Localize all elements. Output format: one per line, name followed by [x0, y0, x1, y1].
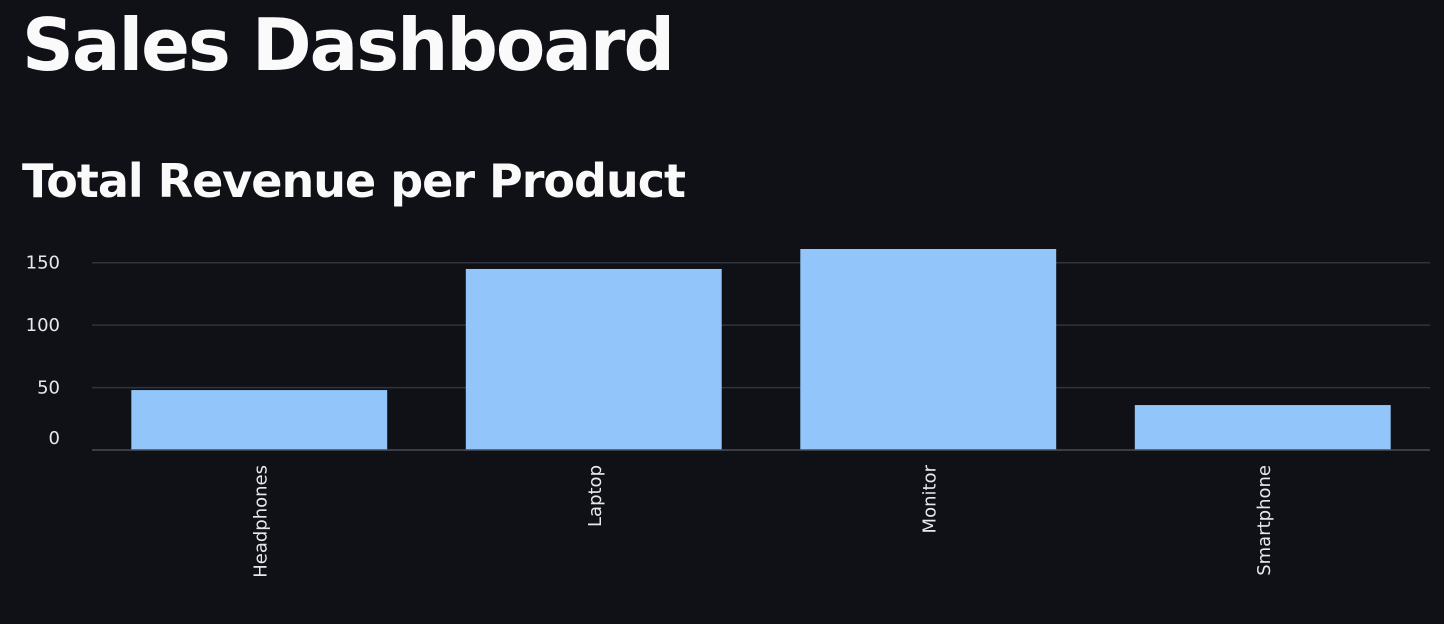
y-tick-label: 0 [49, 428, 60, 449]
x-tick-label: Headphones [250, 465, 271, 578]
bar [800, 249, 1057, 450]
bar [131, 390, 388, 450]
chart-gridlines [92, 261, 1430, 389]
x-tick-label: Laptop [585, 465, 606, 527]
y-tick-label: 150 [26, 253, 60, 274]
x-tick-label: Monitor [919, 464, 940, 533]
x-tick-label: Smartphone [1254, 465, 1275, 576]
y-tick-label: 50 [37, 378, 60, 399]
y-tick-label: 100 [26, 315, 60, 336]
bar [1134, 405, 1391, 450]
y-axis-ticks: 0 50 100 150 [26, 253, 60, 449]
bar [465, 268, 722, 450]
x-axis-ticks: Headphones Laptop Monitor Smartphone [250, 464, 1275, 577]
chart-bars [131, 249, 1391, 450]
section-title: Total Revenue per Product [22, 154, 686, 208]
page-title: Sales Dashboard [22, 3, 675, 87]
